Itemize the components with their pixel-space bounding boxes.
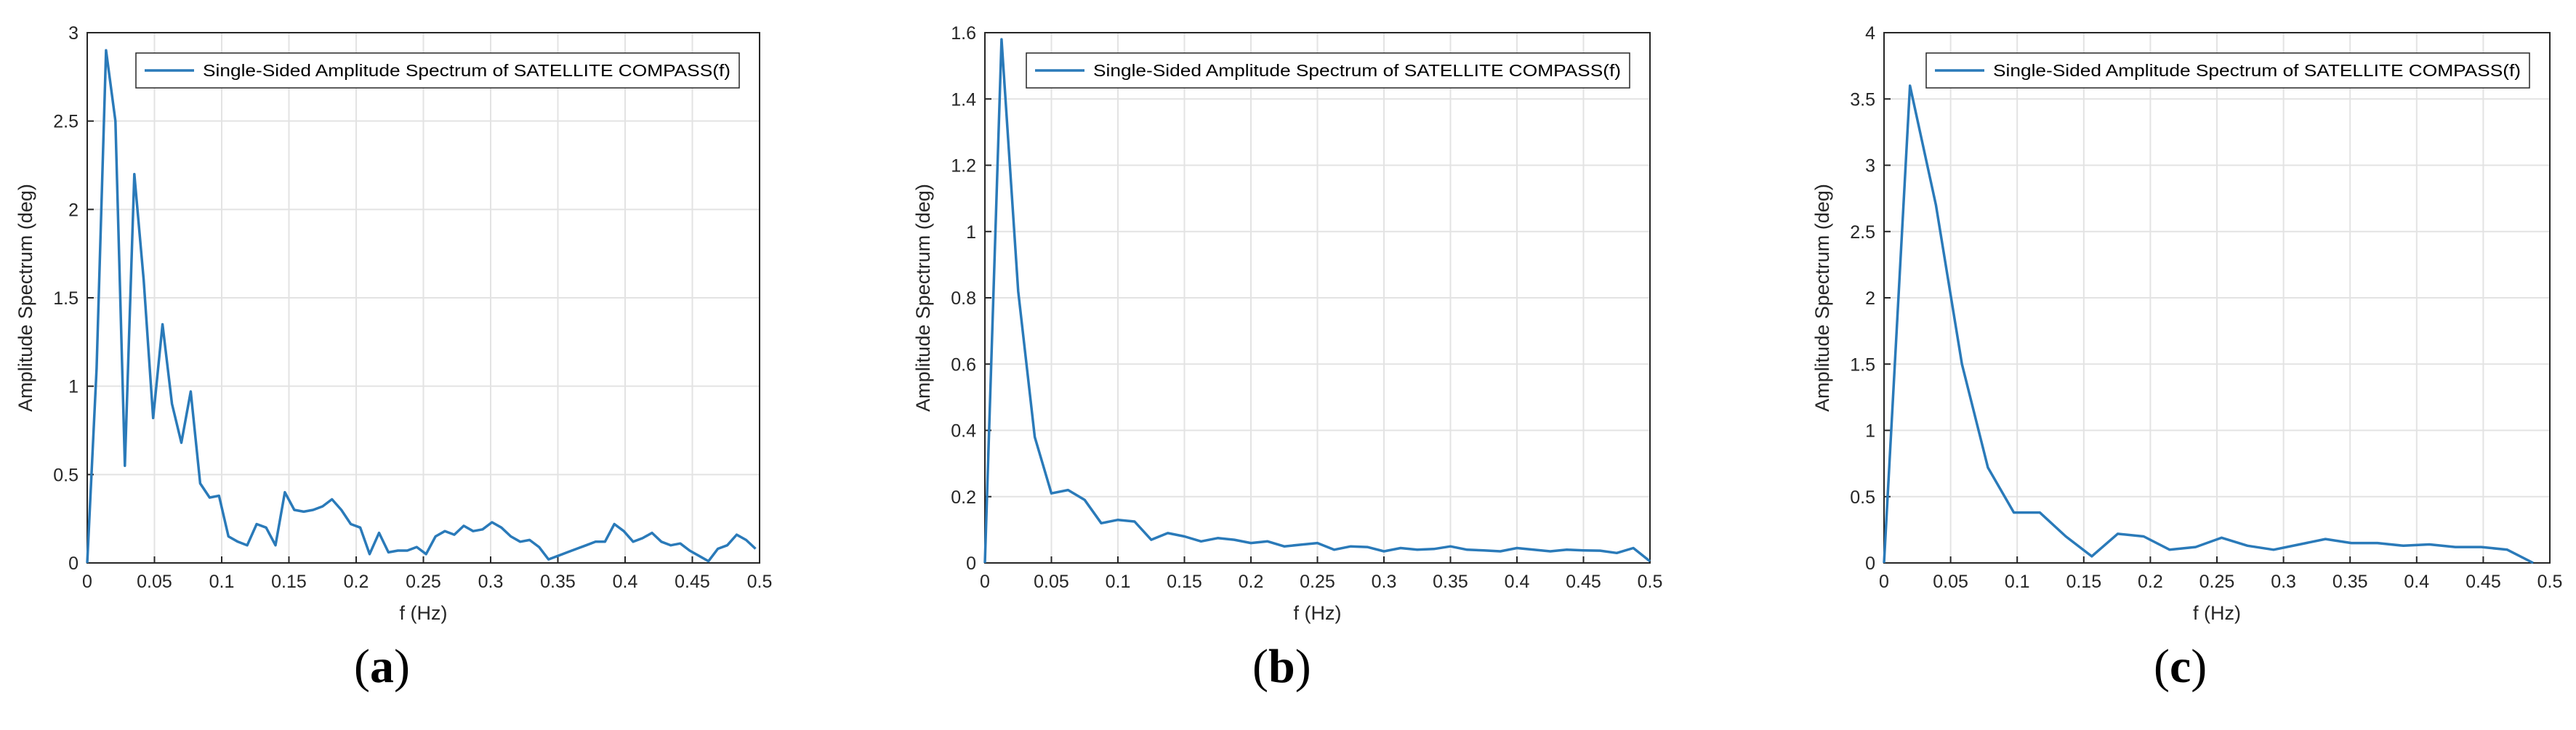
legend-label: Single-Sided Amplitude Spectrum of SATEL…: [203, 61, 730, 80]
panel-caption-b: (b): [1252, 640, 1311, 693]
y-tick-label: 3: [1865, 156, 1875, 177]
x-tick-label: 0.05: [1933, 572, 1968, 592]
x-tick-label: 0.15: [1167, 572, 1202, 592]
x-tick-label: 0.2: [344, 572, 369, 592]
y-tick-label: 0.5: [1850, 487, 1875, 508]
x-tick-label: 0.25: [406, 572, 441, 592]
y-tick-label: 2.5: [1850, 222, 1875, 243]
y-axis-label: Amplitude Spectrum (deg): [1811, 184, 1833, 412]
x-tick-label: 0.2: [2138, 572, 2163, 592]
legend-box: [135, 52, 740, 89]
x-tick-label: 0.45: [2466, 572, 2501, 592]
x-tick-label: 0.15: [271, 572, 307, 592]
x-tick-label: 0.4: [613, 572, 638, 592]
x-tick-label: 0.4: [2404, 572, 2429, 592]
x-tick-label: 0.5: [1638, 572, 1663, 592]
x-tick-label: 0.45: [675, 572, 710, 592]
series-line: [86, 49, 757, 564]
y-tick-label: 2.5: [53, 112, 79, 132]
y-tick-label: 3: [68, 23, 79, 44]
legend: Single-Sided Amplitude Spectrum of SATEL…: [135, 52, 740, 89]
y-tick-label: 0.6: [951, 354, 976, 375]
y-tick-label: 1.5: [53, 288, 79, 309]
y-tick-label: 1: [1865, 421, 1875, 442]
y-tick-label: 1.5: [1850, 354, 1875, 375]
y-axis-label: Amplitude Spectrum (deg): [912, 184, 934, 412]
legend-label: Single-Sided Amplitude Spectrum of SATEL…: [1093, 61, 1621, 80]
x-tick-label: 0: [82, 572, 92, 592]
series-line: [983, 38, 1651, 564]
x-axis-label: f (Hz): [400, 602, 448, 624]
chart-panel-a: 0 0.05 0.1 0.15 0.2 0.25 0.3 0.35 0.4 0.45 0.5 0 0.5…: [15, 23, 772, 624]
x-tick-label: 0.3: [2271, 572, 2296, 592]
y-tick-label: 0: [1865, 553, 1875, 574]
x-tick-label: 0.5: [747, 572, 773, 592]
x-tick-label: 0.05: [137, 572, 172, 592]
y-tick-label: 0: [966, 553, 976, 574]
y-tick-label: 2: [1865, 288, 1875, 309]
y-tick-label: 1.6: [951, 23, 976, 44]
y-tick-label: 1: [966, 222, 976, 243]
legend: Single-Sided Amplitude Spectrum of SATEL…: [1026, 52, 1630, 89]
y-tick-label: 0.4: [951, 421, 976, 442]
axes-box: [984, 32, 1651, 564]
x-tick-label: 0.2: [1239, 572, 1264, 592]
y-tick-label: 4: [1865, 23, 1875, 44]
y-tick-label: 0: [68, 553, 79, 574]
axes-box: [1883, 32, 2551, 564]
x-tick-label: 0.25: [1300, 572, 1335, 592]
axes-box: [86, 32, 760, 564]
x-tick-label: 0.05: [1034, 572, 1069, 592]
x-tick-label: 0.35: [2333, 572, 2368, 592]
x-axis-label: f (Hz): [2193, 602, 2241, 624]
y-tick-label: 2: [68, 200, 79, 220]
x-tick-label: 0: [1879, 572, 1889, 592]
chart-panel-b: 0 0.05 0.1 0.15 0.2 0.25 0.3 0.35 0.4 0.45 0.5 0 0.2…: [912, 23, 1662, 624]
x-tick-label: 0.1: [209, 572, 235, 592]
y-tick-label: 1.2: [951, 156, 976, 177]
legend-box: [1925, 52, 2530, 89]
y-tick-label: 1.4: [951, 89, 976, 110]
x-tick-label: 0.5: [2537, 572, 2563, 592]
x-tick-label: 0.35: [540, 572, 576, 592]
y-tick-label: 1: [68, 377, 79, 397]
y-tick-label: 0.2: [951, 487, 976, 508]
x-tick-label: 0.25: [2199, 572, 2235, 592]
y-tick-label: 0.8: [951, 288, 976, 309]
panel-caption-c: (c): [2154, 640, 2207, 693]
x-tick-label: 0.3: [1372, 572, 1397, 592]
x-axis-label: f (Hz): [1294, 602, 1342, 624]
x-tick-label: 0.1: [1106, 572, 1131, 592]
x-tick-label: 0.45: [1566, 572, 1601, 592]
x-tick-label: 0: [980, 572, 990, 592]
x-tick-label: 0.35: [1433, 572, 1468, 592]
y-axis-label: Amplitude Spectrum (deg): [15, 184, 36, 412]
x-tick-label: 0.4: [1505, 572, 1530, 592]
x-tick-label: 0.3: [478, 572, 504, 592]
chart-panel-c: 0 0.05 0.1 0.15 0.2 0.25 0.3 0.35 0.4 0.45 0.5 0 0.5…: [1811, 23, 2562, 624]
x-tick-label: 0.1: [2005, 572, 2030, 592]
panel-caption-a: (a): [354, 640, 410, 693]
y-tick-label: 3.5: [1850, 89, 1875, 110]
series-line: [1883, 84, 2534, 564]
legend: Single-Sided Amplitude Spectrum of SATEL…: [1925, 52, 2530, 89]
legend-box: [1026, 52, 1630, 89]
x-tick-label: 0.15: [2066, 572, 2101, 592]
y-tick-label: 0.5: [53, 465, 79, 485]
legend-label: Single-Sided Amplitude Spectrum of SATEL…: [1993, 61, 2521, 80]
